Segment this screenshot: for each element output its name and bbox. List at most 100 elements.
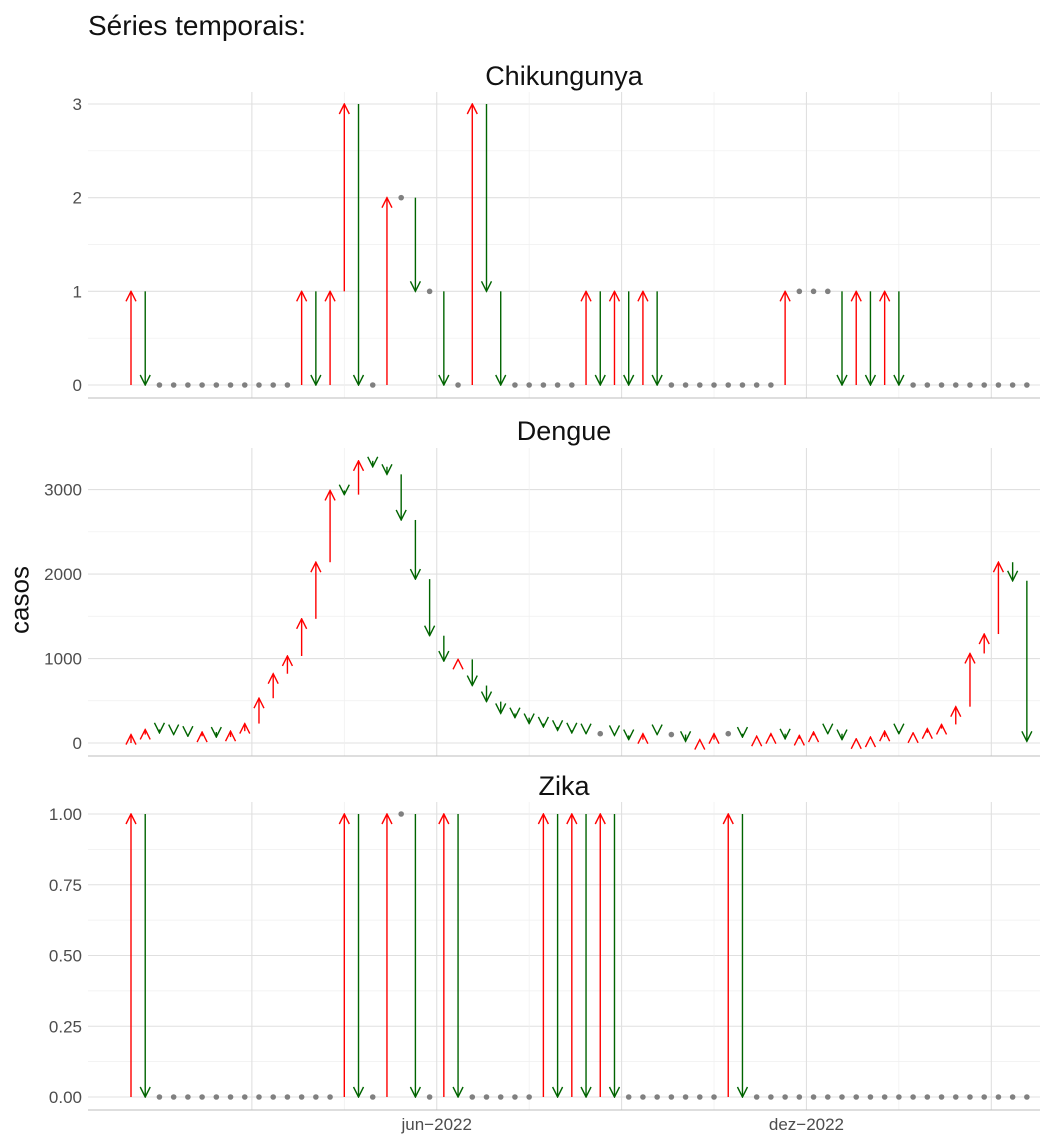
- unchanged-point: [284, 1094, 291, 1100]
- unchanged-point: [426, 1094, 433, 1100]
- unchanged-point: [824, 1094, 831, 1100]
- unchanged-point: [768, 382, 774, 388]
- unchanged-point: [796, 1094, 803, 1100]
- unchanged-point: [256, 1094, 262, 1100]
- unchanged-point: [270, 382, 277, 388]
- unchanged-point: [739, 382, 746, 388]
- unchanged-point: [1009, 382, 1016, 388]
- unchanged-point: [668, 731, 675, 738]
- unchanged-point: [227, 1094, 234, 1100]
- facet-title: Chikungunya: [485, 61, 644, 91]
- unchanged-point: [654, 1094, 660, 1100]
- unchanged-point: [725, 730, 732, 737]
- unchanged-point: [1024, 382, 1030, 388]
- facet-panel-dengue: Dengue 0 1000 2000 3000: [44, 416, 1040, 757]
- unchanged-point: [526, 382, 532, 388]
- unchanged-point: [512, 382, 518, 388]
- unchanged-point: [227, 382, 234, 388]
- unchanged-point: [867, 1094, 874, 1100]
- y-tick-label: 2000: [44, 565, 82, 584]
- unchanged-point: [313, 1094, 319, 1100]
- unchanged-point: [952, 1094, 959, 1100]
- unchanged-point: [569, 382, 575, 388]
- unchanged-point: [782, 1094, 788, 1100]
- unchanged-point: [711, 382, 717, 388]
- unchanged-point: [199, 1094, 205, 1100]
- unchanged-point: [170, 1094, 177, 1100]
- unchanged-point: [526, 1094, 532, 1100]
- y-tick-label: 0.50: [49, 947, 82, 966]
- unchanged-point: [924, 382, 931, 388]
- unchanged-point: [995, 1094, 1002, 1100]
- unchanged-point: [369, 1094, 376, 1100]
- unchanged-point: [768, 1094, 774, 1100]
- unchanged-point: [185, 1094, 191, 1100]
- unchanged-point: [753, 1094, 760, 1100]
- unchanged-point: [369, 382, 376, 388]
- unchanged-point: [697, 382, 703, 388]
- unchanged-point: [796, 288, 803, 295]
- page-title: Séries temporais:: [88, 10, 306, 41]
- facet-panel-zika: Zika 0.00 0.25 0.50 0.75 1.00 jun−2022 dez−2022: [49, 771, 1040, 1134]
- y-tick-label: 1.00: [49, 805, 82, 824]
- unchanged-point: [398, 194, 404, 201]
- unchanged-point: [711, 1094, 717, 1100]
- unchanged-point: [554, 382, 561, 388]
- unchanged-point: [910, 1094, 916, 1100]
- y-tick-label: 0: [73, 734, 82, 753]
- unchanged-point: [640, 1094, 646, 1100]
- unchanged-point: [881, 1094, 888, 1100]
- unchanged-point: [455, 382, 461, 388]
- unchanged-point: [185, 382, 191, 388]
- unchanged-point: [327, 1094, 333, 1100]
- y-tick-label: 0.25: [49, 1017, 82, 1036]
- unchanged-point: [156, 382, 163, 388]
- unchanged-point: [625, 1094, 632, 1100]
- y-tick-label: 3: [73, 95, 82, 114]
- unchanged-point: [284, 382, 291, 388]
- unchanged-point: [938, 382, 945, 388]
- unchanged-point: [469, 1094, 476, 1100]
- unchanged-point: [170, 382, 177, 388]
- unchanged-point: [810, 288, 817, 295]
- unchanged-point: [1009, 1094, 1016, 1100]
- unchanged-point: [697, 1094, 703, 1100]
- unchanged-point: [995, 382, 1002, 388]
- y-tick-label: 1000: [44, 650, 82, 669]
- unchanged-point: [952, 382, 959, 388]
- unchanged-point: [597, 730, 604, 737]
- unchanged-point: [753, 382, 760, 388]
- facet-title: Zika: [538, 771, 590, 801]
- unchanged-point: [839, 1094, 845, 1100]
- unchanged-point: [241, 382, 248, 388]
- unchanged-point: [967, 1094, 973, 1100]
- unchanged-point: [512, 1094, 518, 1100]
- unchanged-point: [668, 1094, 675, 1100]
- unchanged-point: [213, 1094, 220, 1100]
- unchanged-point: [1024, 1094, 1030, 1100]
- unchanged-point: [497, 1094, 504, 1100]
- unchanged-point: [156, 1094, 163, 1100]
- unchanged-point: [810, 1094, 817, 1100]
- y-tick-label: 0: [73, 376, 82, 395]
- unchanged-point: [910, 382, 916, 388]
- unchanged-point: [483, 1094, 490, 1100]
- y-tick-label: 0.00: [49, 1088, 82, 1107]
- unchanged-point: [682, 382, 689, 388]
- x-tick-label: dez−2022: [769, 1115, 844, 1134]
- unchanged-point: [938, 1094, 945, 1100]
- unchanged-point: [824, 288, 831, 295]
- unchanged-point: [241, 1094, 248, 1100]
- unchanged-point: [270, 1094, 277, 1100]
- unchanged-point: [426, 288, 433, 295]
- unchanged-point: [540, 382, 547, 388]
- unchanged-point: [199, 382, 205, 388]
- unchanged-point: [298, 1094, 305, 1100]
- y-tick-label: 1: [73, 282, 82, 301]
- y-tick-label: 3000: [44, 481, 82, 500]
- x-tick-label: jun−2022: [401, 1115, 472, 1134]
- facet-panel-chikungunya: Chikungunya 0 1 2 3: [73, 61, 1040, 399]
- unchanged-point: [967, 382, 973, 388]
- unchanged-point: [853, 1094, 860, 1100]
